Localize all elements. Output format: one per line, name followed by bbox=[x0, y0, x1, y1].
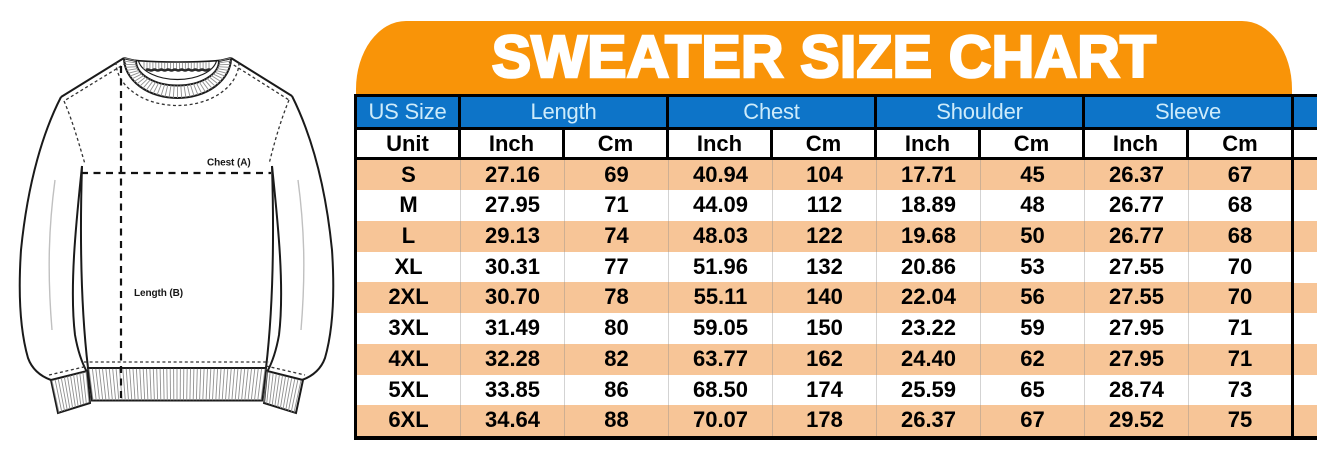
svg-text:Length (B): Length (B) bbox=[134, 288, 183, 299]
svg-text:Chest (A): Chest (A) bbox=[207, 158, 251, 169]
